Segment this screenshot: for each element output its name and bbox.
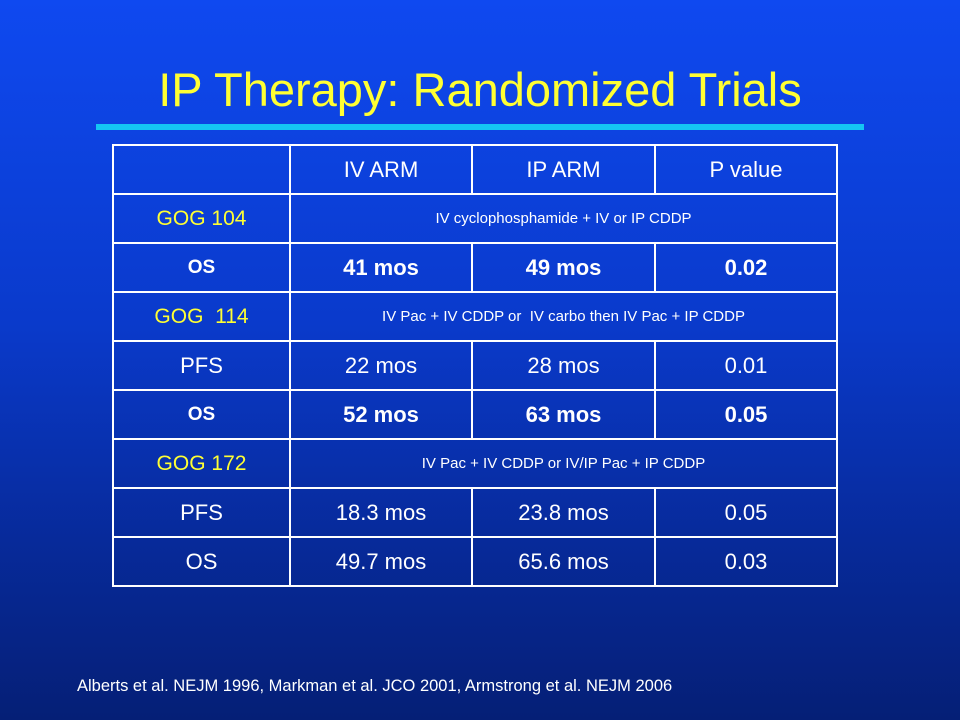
header-p-value: P value bbox=[654, 144, 838, 195]
p-value: 0.03 bbox=[654, 536, 838, 587]
ip-arm-value: 63 mos bbox=[471, 389, 656, 440]
outcome-label: PFS bbox=[112, 487, 291, 538]
table-header-row: IV ARM IP ARM P value bbox=[112, 144, 838, 195]
table-row: OS 41 mos 49 mos 0.02 bbox=[112, 242, 838, 293]
table-row: PFS 22 mos 28 mos 0.01 bbox=[112, 340, 838, 391]
gog172-regimen: IV Pac + IV CDDP or IV/IP Pac + IP CDDP bbox=[289, 438, 838, 489]
iv-arm-value: 49.7 mos bbox=[289, 536, 473, 587]
iv-arm-value: 52 mos bbox=[289, 389, 473, 440]
header-iv-arm: IV ARM bbox=[289, 144, 473, 195]
gog172-label: GOG 172 bbox=[112, 438, 291, 489]
p-value: 0.05 bbox=[654, 389, 838, 440]
p-value: 0.02 bbox=[654, 242, 838, 293]
gog104-label: GOG 104 bbox=[112, 193, 291, 244]
ip-arm-value: 65.6 mos bbox=[471, 536, 656, 587]
slide-title: IP Therapy: Randomized Trials bbox=[158, 63, 802, 116]
outcome-label: OS bbox=[112, 536, 291, 587]
gog104-regimen: IV cyclophosphamide + IV or IP CDDP bbox=[289, 193, 838, 244]
trials-table: IV ARM IP ARM P value GOG 104 IV cycloph… bbox=[112, 144, 838, 587]
gog172-row: GOG 172 IV Pac + IV CDDP or IV/IP Pac + … bbox=[112, 438, 838, 489]
gog114-label: GOG 114 bbox=[112, 291, 291, 342]
iv-arm-value: 41 mos bbox=[289, 242, 473, 293]
table-row: OS 52 mos 63 mos 0.05 bbox=[112, 389, 838, 440]
gog104-row: GOG 104 IV cyclophosphamide + IV or IP C… bbox=[112, 193, 838, 244]
outcome-label: OS bbox=[112, 389, 291, 440]
ip-arm-value: 23.8 mos bbox=[471, 487, 656, 538]
outcome-label: PFS bbox=[112, 340, 291, 391]
citation-footer: Alberts et al. NEJM 1996, Markman et al.… bbox=[77, 677, 673, 695]
gog114-row: GOG 114 IV Pac + IV CDDP or IV carbo the… bbox=[112, 291, 838, 342]
table-row: OS 49.7 mos 65.6 mos 0.03 bbox=[112, 536, 838, 587]
header-ip-arm: IP ARM bbox=[471, 144, 656, 195]
gog114-regimen: IV Pac + IV CDDP or IV carbo then IV Pac… bbox=[289, 291, 838, 342]
p-value: 0.05 bbox=[654, 487, 838, 538]
title-underline bbox=[96, 124, 864, 130]
p-value: 0.01 bbox=[654, 340, 838, 391]
ip-arm-value: 28 mos bbox=[471, 340, 656, 391]
iv-arm-value: 18.3 mos bbox=[289, 487, 473, 538]
outcome-label: OS bbox=[112, 242, 291, 293]
table-row: PFS 18.3 mos 23.8 mos 0.05 bbox=[112, 487, 838, 538]
iv-arm-value: 22 mos bbox=[289, 340, 473, 391]
ip-arm-value: 49 mos bbox=[471, 242, 656, 293]
header-cell-empty bbox=[112, 144, 291, 195]
